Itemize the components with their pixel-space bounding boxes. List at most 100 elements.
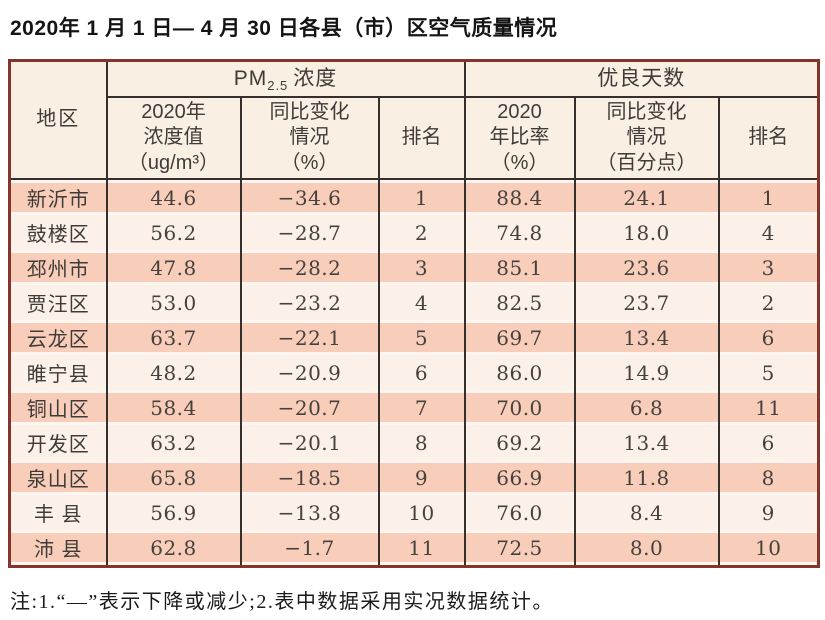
table-row: 新沂市 44.6 −34.6 1 88.4 24.1 1	[8, 179, 820, 215]
region-cell: 沛 县	[8, 530, 108, 567]
column-header-pm-rank: 排名	[377, 97, 466, 180]
column-header-good-change: 同比变化 情况 （百分点）	[573, 97, 720, 180]
air-quality-table: 地区 PM2.5 浓度 优良天数 2020年 浓度值 （ug/m³） 同比变化 情…	[8, 59, 821, 568]
table-body: 新沂市 44.6 −34.6 1 88.4 24.1 1 鼓楼区 56.2 −2…	[8, 179, 820, 567]
pm-value-cell: 63.7	[105, 320, 242, 355]
region-cell: 泉山区	[8, 460, 108, 495]
pm-value-cell: 56.9	[105, 495, 242, 530]
page-title: 2020年 1 月 1 日— 4 月 30 日各县（市）区空气质量情况	[10, 17, 558, 40]
column-group-pm25: PM2.5 浓度	[105, 60, 466, 98]
pm-rank-cell: 4	[377, 285, 466, 320]
table-row: 鼓楼区 56.2 −28.7 2 74.8 18.0 4	[8, 215, 820, 250]
good-change-cell: 13.4	[573, 320, 720, 355]
good-rank-cell: 6	[717, 425, 820, 460]
good-change-cell: 8.0	[573, 530, 720, 567]
pm-rank-cell: 9	[377, 460, 466, 495]
region-cell: 丰 县	[8, 495, 108, 530]
pm-value-cell: 53.0	[105, 285, 242, 320]
pm-value-cell: 58.4	[105, 390, 242, 425]
pm25-label-prefix: PM	[233, 66, 268, 90]
column-header-region: 地区	[8, 60, 108, 180]
region-cell: 新沂市	[8, 179, 108, 215]
table-row: 睢宁县 48.2 −20.9 6 86.0 14.9 5	[8, 355, 820, 390]
pm-rank-cell: 7	[377, 390, 466, 425]
pm25-label-subscript: 2.5	[267, 77, 289, 93]
pm-value-cell: 47.8	[105, 250, 242, 285]
good-rank-cell: 8	[717, 460, 820, 495]
good-rank-cell: 1	[717, 179, 820, 215]
pm-value-cell: 48.2	[105, 355, 242, 390]
good-rank-cell: 10	[717, 530, 820, 567]
pm-change-cell: −34.6	[239, 179, 380, 215]
pm-rank-cell: 1	[377, 179, 466, 215]
pm-value-cell: 62.8	[105, 530, 242, 567]
good-change-cell: 23.7	[573, 285, 720, 320]
pm-rank-cell: 10	[377, 495, 466, 530]
region-cell: 邳州市	[8, 250, 108, 285]
pm-change-cell: −13.8	[239, 495, 380, 530]
pm-change-cell: −28.7	[239, 215, 380, 250]
pm-change-cell: −23.2	[239, 285, 380, 320]
good-rank-cell: 6	[717, 320, 820, 355]
good-rank-cell: 11	[717, 390, 820, 425]
good-ratio-cell: 69.2	[463, 425, 576, 460]
pm-value-cell: 65.8	[105, 460, 242, 495]
pm-change-cell: −20.7	[239, 390, 380, 425]
pm-value-cell: 44.6	[105, 179, 242, 215]
pm-change-cell: −20.1	[239, 425, 380, 460]
pm-change-cell: −22.1	[239, 320, 380, 355]
table-row: 铜山区 58.4 −20.7 7 70.0 6.8 11	[8, 390, 820, 425]
good-ratio-cell: 82.5	[463, 285, 576, 320]
good-rank-cell: 9	[717, 495, 820, 530]
region-cell: 开发区	[8, 425, 108, 460]
table-row: 丰 县 56.9 −13.8 10 76.0 8.4 9	[8, 495, 820, 530]
footnote: 注:1.“—”表示下降或减少;2.表中数据采用实况数据统计。	[10, 591, 554, 613]
good-ratio-cell: 85.1	[463, 250, 576, 285]
table-row: 云龙区 63.7 −22.1 5 69.7 13.4 6	[8, 320, 820, 355]
sub-header-row: 2020年 浓度值 （ug/m³） 同比变化 情况 （%） 排名 2020 年比…	[10, 97, 820, 180]
pm-rank-cell: 2	[377, 215, 466, 250]
region-cell: 鼓楼区	[8, 215, 108, 250]
pm-rank-cell: 8	[377, 425, 466, 460]
table-row: 开发区 63.2 −20.1 8 69.2 13.4 6	[8, 425, 820, 460]
good-ratio-cell: 86.0	[463, 355, 576, 390]
pm-change-cell: −18.5	[239, 460, 380, 495]
column-header-good-rank: 排名	[717, 97, 820, 180]
region-cell: 云龙区	[8, 320, 108, 355]
pm-change-cell: −20.9	[239, 355, 380, 390]
good-ratio-cell: 74.8	[463, 215, 576, 250]
region-cell: 铜山区	[8, 390, 108, 425]
pm-rank-cell: 3	[377, 250, 466, 285]
pm-rank-cell: 5	[377, 320, 466, 355]
good-rank-cell: 4	[717, 215, 820, 250]
good-ratio-cell: 69.7	[463, 320, 576, 355]
group-header-row: 地区 PM2.5 浓度 优良天数	[8, 60, 820, 180]
table-row: 泉山区 65.8 −18.5 9 66.9 11.8 8	[8, 460, 820, 495]
pm-change-cell: −28.2	[239, 250, 380, 285]
good-change-cell: 18.0	[573, 215, 720, 250]
good-change-cell: 11.8	[573, 460, 720, 495]
region-cell: 贾汪区	[8, 285, 108, 320]
table-row: 沛 县 62.8 −1.7 11 72.5 8.0 10	[8, 530, 820, 567]
good-change-cell: 6.8	[573, 390, 720, 425]
good-ratio-cell: 72.5	[463, 530, 576, 567]
column-header-pm-value: 2020年 浓度值 （ug/m³）	[105, 97, 242, 180]
column-header-good-ratio: 2020 年比率 （%）	[463, 97, 576, 180]
good-ratio-cell: 76.0	[463, 495, 576, 530]
good-ratio-cell: 66.9	[463, 460, 576, 495]
good-change-cell: 8.4	[573, 495, 720, 530]
table-header: 地区 PM2.5 浓度 优良天数 2020年 浓度值 （ug/m³） 同比变化 情…	[8, 60, 820, 180]
pm25-label-suffix: 浓度	[293, 66, 338, 90]
good-rank-cell: 2	[717, 285, 820, 320]
pm-change-cell: −1.7	[239, 530, 380, 567]
pm-value-cell: 63.2	[105, 425, 242, 460]
good-rank-cell: 5	[717, 355, 820, 390]
good-change-cell: 23.6	[573, 250, 720, 285]
good-change-cell: 14.9	[573, 355, 720, 390]
table-row: 贾汪区 53.0 −23.2 4 82.5 23.7 2	[8, 285, 820, 320]
pm-rank-cell: 6	[377, 355, 466, 390]
table-row: 邳州市 47.8 −28.2 3 85.1 23.6 3	[8, 250, 820, 285]
good-change-cell: 24.1	[573, 179, 720, 215]
column-header-pm-change: 同比变化 情况 （%）	[239, 97, 380, 180]
